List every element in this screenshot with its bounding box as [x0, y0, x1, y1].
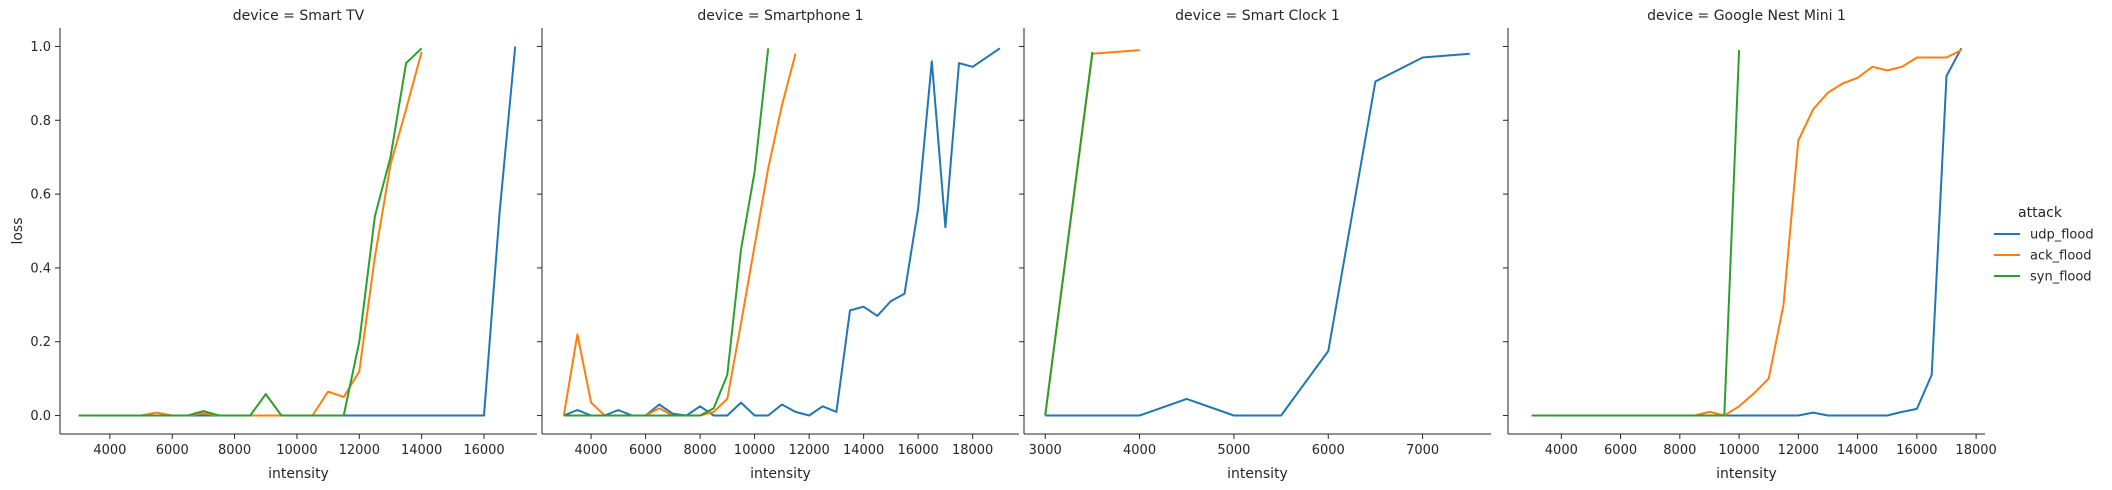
x-tick-label: 14000: [1837, 443, 1878, 458]
legend-title: attack: [2018, 205, 2063, 221]
x-tick-label: 14000: [843, 443, 884, 458]
x-tick-label: 4000: [1545, 443, 1578, 458]
x-tick-label: 7000: [1406, 443, 1439, 458]
x-tick-label: 6000: [1312, 443, 1345, 458]
facet-title: device = Google Nest Mini 1: [1647, 8, 1846, 24]
legend-entry-udp_flood: udp_flood: [2030, 228, 2094, 243]
x-tick-label: 16000: [897, 443, 938, 458]
y-tick-label: 0.4: [30, 261, 51, 276]
x-tick-label: 3000: [1029, 443, 1062, 458]
x-tick-label: 8000: [1663, 443, 1696, 458]
x-tick-label: 4000: [93, 443, 126, 458]
x-tick-label: 16000: [1896, 443, 1937, 458]
x-tick-label: 18000: [952, 443, 993, 458]
facet-title: device = Smart TV: [233, 8, 365, 24]
x-tick-label: 12000: [788, 443, 829, 458]
x-tick-label: 6000: [629, 443, 662, 458]
facet-title: device = Smart Clock 1: [1175, 8, 1340, 24]
series-line-udp_flood: [1531, 47, 1963, 417]
y-tick-label: 1.0: [30, 40, 51, 55]
facet-panel-2: device = Smartphone 1 4000 6000 8000 10000 12…: [537, 8, 1019, 482]
series-line-syn_flood: [563, 48, 770, 417]
facet-panel-4: device = Google Nest Mini 1 4000 6000 8000 1…: [1503, 8, 1997, 482]
x-tick-label: 16000: [463, 443, 504, 458]
x-tick-label: 10000: [1718, 443, 1759, 458]
x-tick-label: 14000: [401, 443, 442, 458]
x-tick-label: 12000: [339, 443, 380, 458]
y-axis-label: loss: [10, 217, 26, 244]
series-line-ack_flood: [1531, 49, 1962, 417]
series-line-syn_flood: [78, 47, 423, 417]
x-tick-label: 8000: [218, 443, 251, 458]
x-tick-label: 6000: [156, 443, 189, 458]
x-tick-label: 12000: [1778, 443, 1819, 458]
facet-title: device = Smartphone 1: [697, 8, 863, 24]
x-tick-label: 18000: [1955, 443, 1996, 458]
y-tick-label: 0.0: [30, 409, 51, 424]
y-tick-label: 0.6: [30, 188, 51, 203]
x-tick-label: 6000: [1604, 443, 1637, 458]
series-line-udp_flood: [1045, 52, 1470, 417]
x-tick-label: 8000: [684, 443, 717, 458]
x-tick-label: 5000: [1217, 443, 1250, 458]
x-axis-label: intensity: [1716, 466, 1777, 482]
legend: attack udp_flood ack_flood syn_flood: [1994, 205, 2094, 285]
x-tick-label: 10000: [734, 443, 775, 458]
x-tick-label: 4000: [575, 443, 608, 458]
facet-panel-1: device = Smart TV 4000 6000 8000 10000 12000 1…: [30, 8, 537, 482]
x-axis-label: intensity: [1227, 466, 1288, 482]
series-line-udp_flood: [78, 46, 517, 417]
legend-entry-ack_flood: ack_flood: [2030, 249, 2092, 264]
series-line-syn_flood: [1531, 50, 1741, 417]
x-axis-label: intensity: [268, 466, 329, 482]
x-tick-label: 4000: [1123, 443, 1156, 458]
x-tick-label: 10000: [276, 443, 317, 458]
x-axis-label: intensity: [750, 466, 811, 482]
series-line-ack_flood: [78, 51, 423, 417]
series-line-syn_flood: [1044, 51, 1094, 416]
series-line-ack_flood: [1044, 49, 1140, 416]
facet-panel-3: device = Smart Clock 1 3000 4000 5000 6000 70…: [1019, 8, 1491, 482]
legend-entry-syn_flood: syn_flood: [2030, 270, 2092, 285]
y-tick-label: 0.8: [30, 114, 51, 129]
y-tick-label: 0.2: [30, 335, 51, 350]
